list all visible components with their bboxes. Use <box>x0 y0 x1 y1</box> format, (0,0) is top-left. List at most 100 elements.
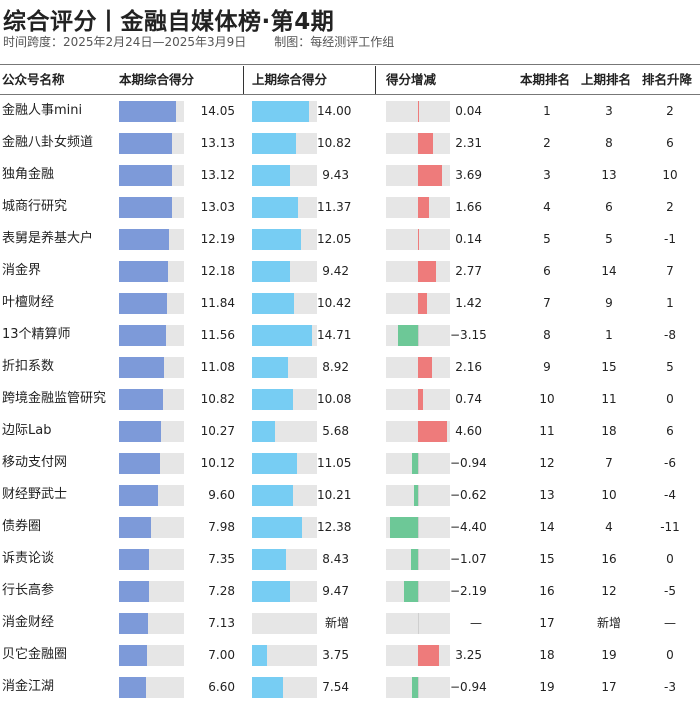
current-score-bar <box>119 229 169 250</box>
previous-score-track <box>252 677 317 698</box>
current-score-bar <box>119 389 163 410</box>
rank-change: 7 <box>666 264 674 278</box>
change-bar <box>411 549 418 570</box>
current-score-track <box>119 485 184 506</box>
account-name: 贝它金融圈 <box>2 647 68 662</box>
table-row: 行长高参 7.28 9.47 −2.19 16 12 -5 <box>0 575 700 607</box>
previous-score-track <box>252 517 317 538</box>
table-row: 消金界 12.18 9.42 2.77 6 14 7 <box>0 255 700 287</box>
current-score-label: 10.27 <box>200 424 235 438</box>
previous-score-track <box>252 549 317 570</box>
previous-score-bar <box>252 165 291 186</box>
current-score-bar <box>119 677 146 698</box>
rank-change: -6 <box>664 456 676 470</box>
previous-score-label: 14.71 <box>317 328 352 342</box>
change-track <box>386 197 450 218</box>
rank-current: 7 <box>543 296 551 310</box>
change-track <box>386 421 450 442</box>
account-name: 债券圈 <box>2 519 42 534</box>
previous-score-track <box>252 645 317 666</box>
previous-score-label: 7.54 <box>322 680 349 694</box>
rank-change: 2 <box>666 104 674 118</box>
change-zero-line <box>418 549 419 570</box>
current-score-track <box>119 325 184 346</box>
rank-current: 2 <box>543 136 551 150</box>
rank-previous: 16 <box>601 552 617 566</box>
change-track <box>386 165 450 186</box>
table-row: 消金江湖 6.60 7.54 −0.94 19 17 -3 <box>0 671 700 703</box>
rank-current: 16 <box>539 584 555 598</box>
change-track <box>386 261 450 282</box>
previous-score-bar <box>252 261 291 282</box>
previous-score-track <box>252 133 317 154</box>
current-score-label: 7.98 <box>208 520 235 534</box>
table-row: 贝它金融圈 7.00 3.75 3.25 18 19 0 <box>0 639 700 671</box>
header-current-score: 本期综合得分 <box>119 72 195 87</box>
previous-score-bar <box>252 581 291 602</box>
change-track <box>386 517 450 538</box>
current-score-bar <box>119 165 173 186</box>
table-row: 金融人事mini 14.05 14.00 0.04 1 3 2 <box>0 95 700 127</box>
header-rank-current: 本期排名 <box>520 72 571 87</box>
table-row: 折扣系数 11.08 8.92 2.16 9 15 5 <box>0 351 700 383</box>
rank-previous: 新增 <box>596 616 621 630</box>
current-score-bar <box>119 581 149 602</box>
previous-score-track <box>252 421 317 442</box>
current-score-track <box>119 165 184 186</box>
change-track <box>386 229 450 250</box>
rank-change: -3 <box>664 680 676 694</box>
previous-score-track <box>252 581 317 602</box>
previous-score-track <box>252 357 317 378</box>
change-track <box>386 453 450 474</box>
rank-previous: 11 <box>601 392 617 406</box>
previous-score-track <box>252 325 317 346</box>
header-rank-change: 排名升降 <box>642 72 693 87</box>
rank-change: 2 <box>666 200 674 214</box>
current-score-track <box>119 581 184 602</box>
chart-title: 综合评分丨金融自媒体榜·第4期 <box>3 9 335 35</box>
change-track <box>386 357 450 378</box>
table-row: 边际Lab 10.27 5.68 4.60 11 18 6 <box>0 415 700 447</box>
current-score-track <box>119 229 184 250</box>
previous-score-label: 9.42 <box>322 264 349 278</box>
rank-previous: 15 <box>601 360 617 374</box>
change-track <box>386 677 450 698</box>
rank-change: 0 <box>666 648 674 662</box>
current-score-bar <box>119 421 161 442</box>
change-bar <box>418 261 436 282</box>
change-track <box>386 645 450 666</box>
change-bar <box>418 293 428 314</box>
header-divider-1 <box>243 66 244 94</box>
change-bar <box>403 581 418 602</box>
rank-previous: 9 <box>605 296 613 310</box>
table-row: 城商行研究 13.03 11.37 1.66 4 6 2 <box>0 191 700 223</box>
change-label: −4.40 <box>450 520 487 534</box>
current-score-track <box>119 261 184 282</box>
table-row: 叶檀财经 11.84 10.42 1.42 7 9 1 <box>0 287 700 319</box>
change-bar <box>418 133 433 154</box>
rank-change: — <box>664 616 676 630</box>
previous-score-track <box>252 229 317 250</box>
change-label: 3.69 <box>455 168 482 182</box>
previous-score-bar <box>252 453 297 474</box>
current-score-bar <box>119 645 148 666</box>
change-label: −2.19 <box>450 584 487 598</box>
rank-current: 1 <box>543 104 551 118</box>
change-zero-line <box>418 325 419 346</box>
current-score-bar <box>119 613 148 634</box>
account-name: 跨境金融监管研究 <box>2 391 107 406</box>
rank-change: -5 <box>664 584 676 598</box>
account-name: 财经野武士 <box>2 487 68 502</box>
previous-score-bar <box>252 677 283 698</box>
previous-score-bar <box>252 421 276 442</box>
previous-score-bar <box>252 549 287 570</box>
change-label: 0.04 <box>455 104 482 118</box>
current-score-bar <box>119 485 158 506</box>
current-score-label: 7.00 <box>208 648 235 662</box>
rank-previous: 3 <box>605 104 613 118</box>
change-track <box>386 549 450 570</box>
table-row: 独角金融 13.12 9.43 3.69 3 13 10 <box>0 159 700 191</box>
rank-current: 10 <box>539 392 555 406</box>
rank-current: 4 <box>543 200 551 214</box>
rank-current: 6 <box>543 264 551 278</box>
